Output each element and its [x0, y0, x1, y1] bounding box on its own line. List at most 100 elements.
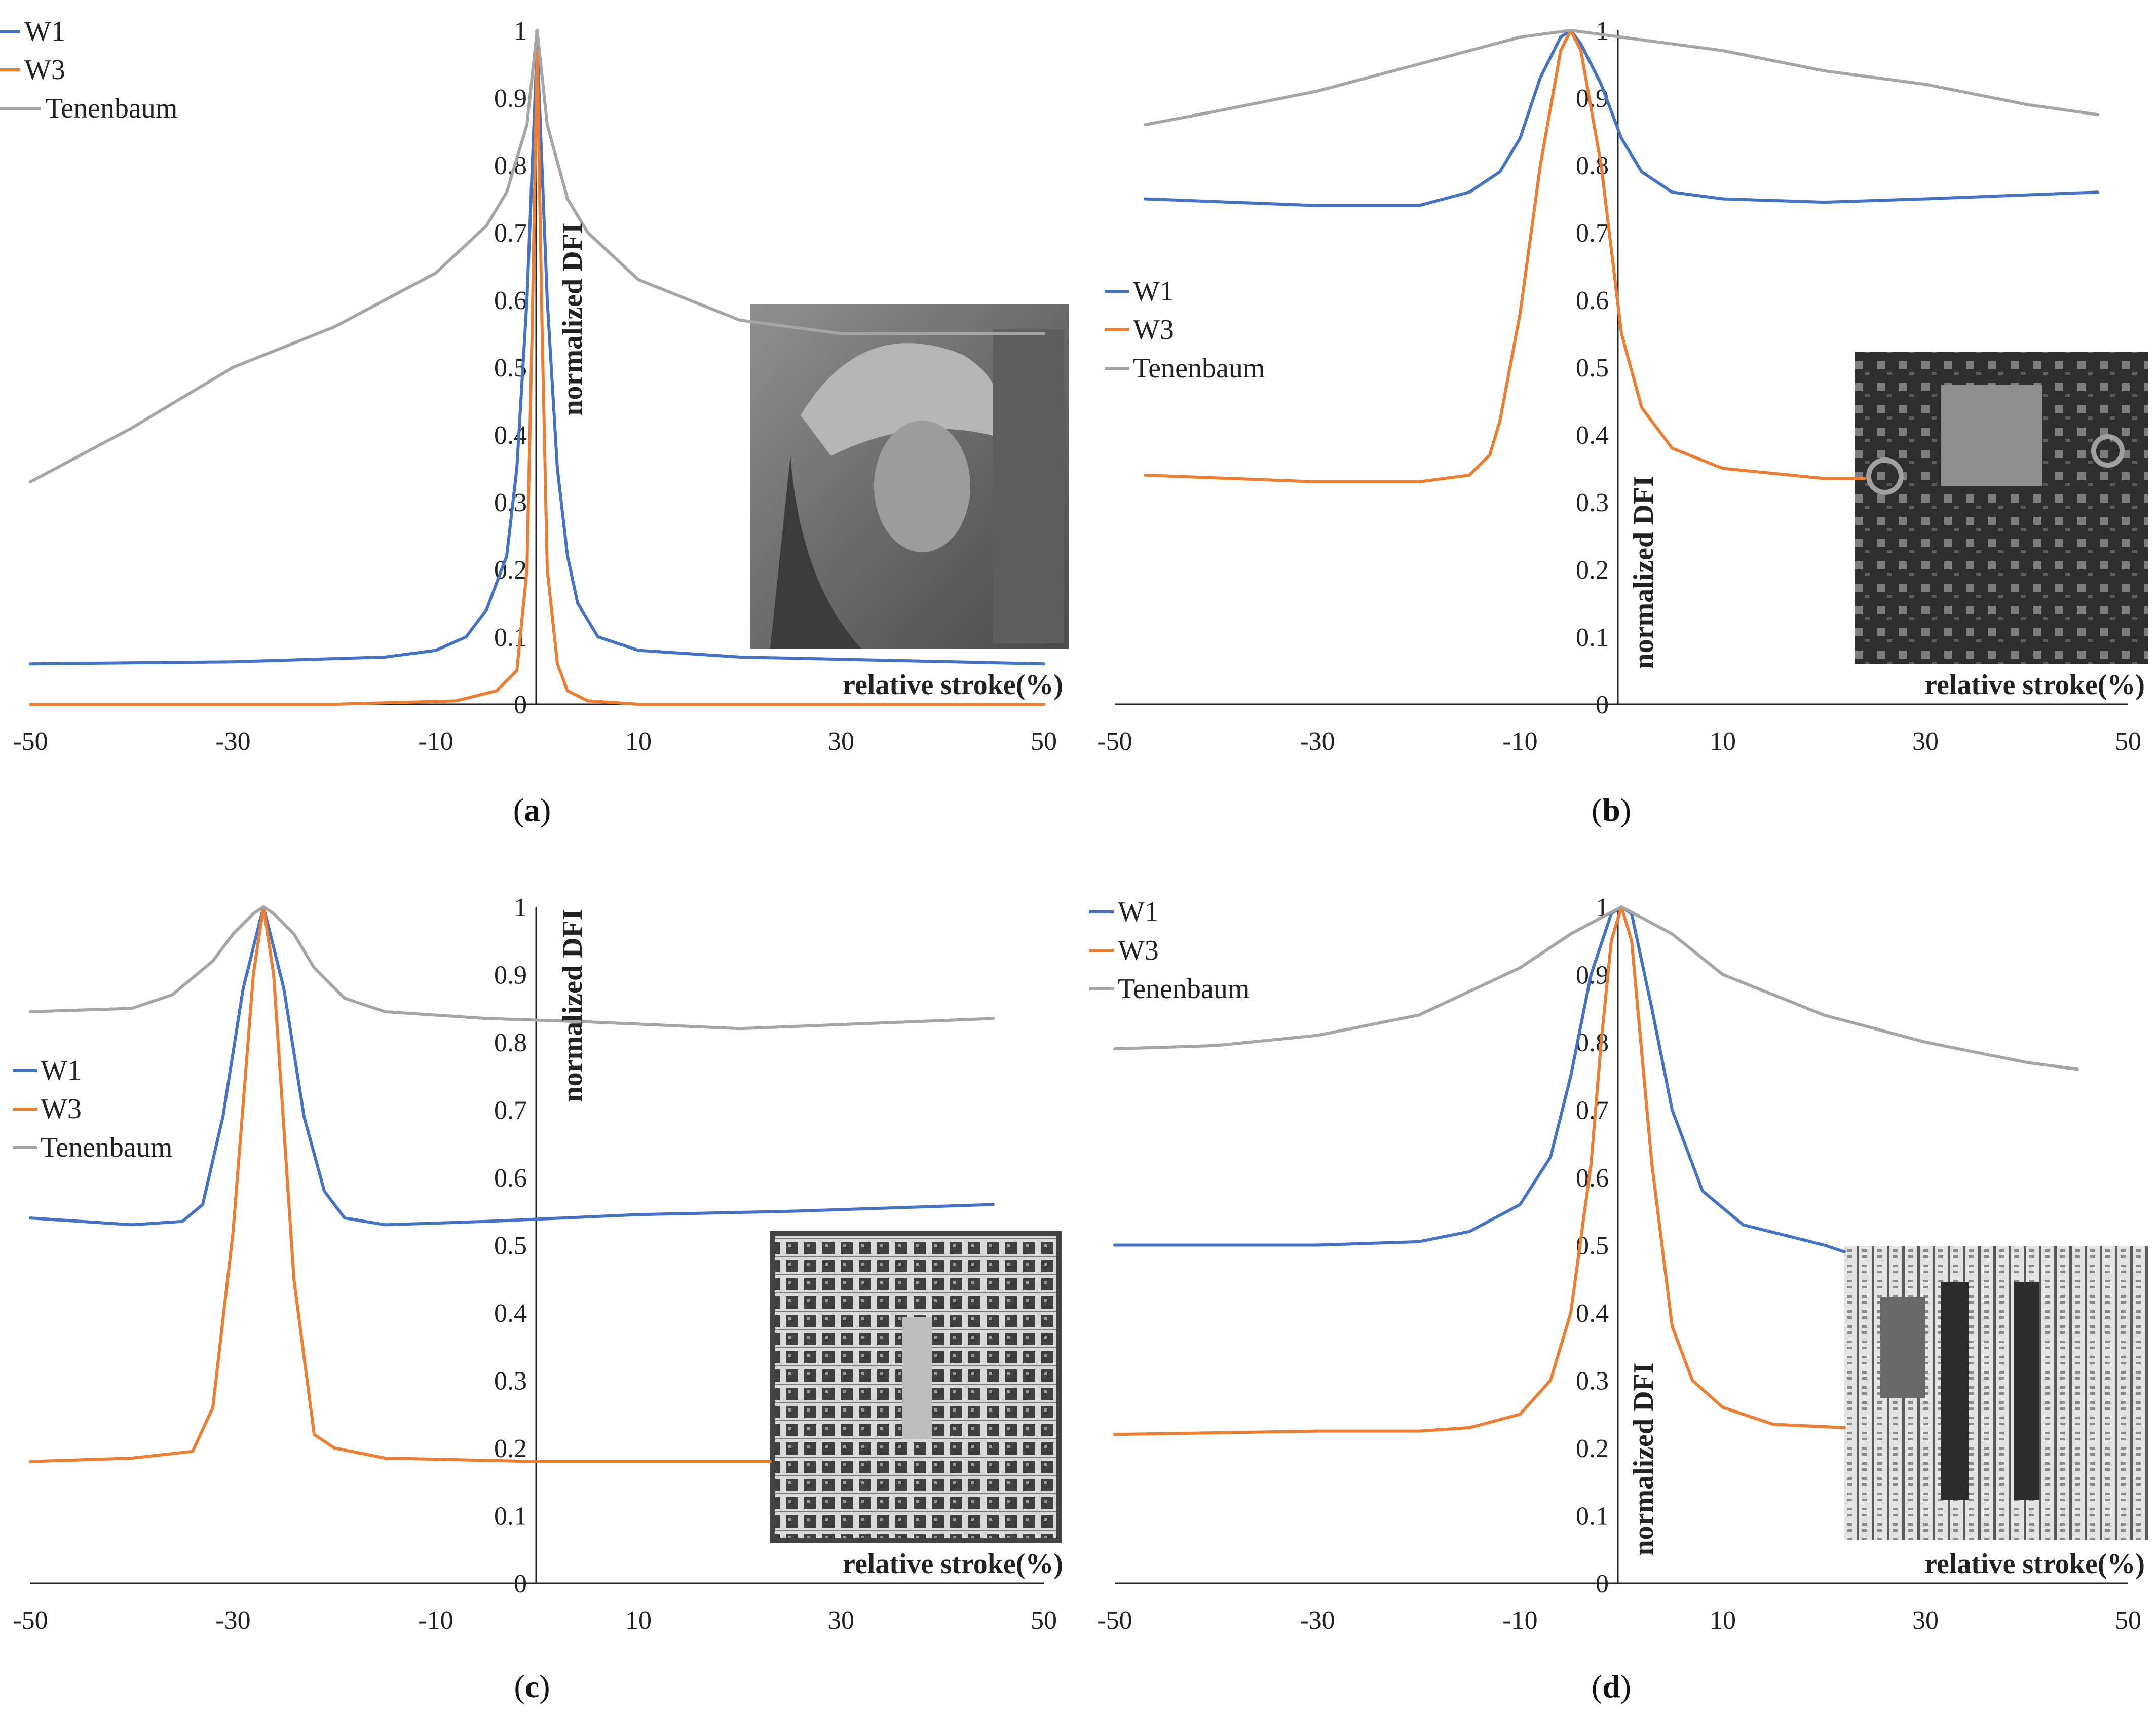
- x-axis-title: relative stroke(%): [1924, 669, 2145, 701]
- series-lines: [29, 29, 1045, 706]
- x-tick-label: 30: [828, 1606, 854, 1635]
- caption-letter: d: [1602, 1668, 1620, 1704]
- x-tick-label: -30: [215, 1606, 250, 1635]
- x-tick-label: -10: [418, 727, 453, 756]
- series-line-tenenbaum: [1113, 905, 2079, 1071]
- y-axis-title: normalized DFI: [557, 222, 588, 415]
- y-tick-label: 0.1: [1576, 623, 1609, 652]
- y-tick-label: 0.7: [494, 219, 527, 248]
- y-tick-labels: 00.10.20.30.40.50.60.70.80.91: [494, 893, 527, 1598]
- x-tick-label: -30: [1300, 1606, 1335, 1635]
- legend: W1 W3 Tenenbaum: [0, 16, 177, 124]
- x-tick-labels: -50 -30 -10 10 30 50: [1097, 727, 2141, 756]
- x-tick-label: 50: [1031, 1606, 1057, 1635]
- x-axis-title: relative stroke(%): [843, 1548, 1063, 1580]
- y-tick-label: 0.6: [494, 1164, 527, 1193]
- series-line-w3: [1113, 905, 1846, 1436]
- panel-b: 00.10.20.30.40.50.60.70.80.91 -50 -30 -10 1…: [1097, 17, 2148, 828]
- y-tick-label: 0.9: [494, 84, 527, 113]
- y-tick-label: 1: [514, 17, 527, 46]
- series-line-tenenbaum: [1144, 29, 2099, 127]
- y-tick-label: 0.4: [1576, 421, 1609, 450]
- y-tick-label: 0.5: [494, 1232, 527, 1261]
- legend-label-w3: W3: [1118, 935, 1159, 966]
- series-lines: [1144, 29, 2099, 484]
- legend-label-w1: W1: [1133, 276, 1174, 307]
- x-tick-label: -10: [1502, 1606, 1537, 1635]
- caption-letter: b: [1602, 792, 1620, 828]
- y-tick-label: 0.7: [1576, 219, 1609, 248]
- legend-label-w1: W1: [41, 1055, 82, 1086]
- x-tick-label: -30: [1300, 727, 1335, 756]
- caption-c: (c): [514, 1668, 550, 1704]
- y-tick-label: 0: [1596, 1570, 1609, 1598]
- y-tick-label: 0.2: [494, 556, 527, 585]
- legend-label-tenenbaum: Tenenbaum: [1133, 353, 1265, 384]
- legend-label-w3: W3: [1133, 314, 1174, 346]
- caption-letter: c: [525, 1668, 539, 1704]
- series-lines: [29, 905, 995, 1463]
- x-tick-label: -30: [215, 727, 250, 756]
- x-tick-labels: -50 -30 -10 10 30 50: [13, 727, 1057, 756]
- series-lines: [1113, 905, 2079, 1436]
- caption-letter: a: [524, 792, 540, 828]
- y-tick-label: 0.9: [494, 961, 527, 990]
- x-tick-label: -10: [1502, 727, 1537, 756]
- legend: W1 W3 Tenenbaum: [1089, 896, 1250, 1005]
- x-tick-label: -50: [1097, 727, 1132, 756]
- y-tick-label: 0.3: [494, 1367, 527, 1396]
- legend-label-w1: W1: [24, 16, 65, 47]
- y-tick-label: 0.3: [1576, 488, 1609, 517]
- y-tick-label: 1: [514, 893, 527, 922]
- series-line-w1: [1113, 905, 1846, 1253]
- y-tick-label: 0.1: [1576, 1502, 1609, 1531]
- legend-label-tenenbaum: Tenenbaum: [41, 1132, 172, 1163]
- x-tick-label: -50: [13, 1606, 48, 1635]
- panel-c: 0 0.1 0.2 0.3 0.4 0.5 0.6 0.7 0.8 0.9 1 -50 -30 -10 1…: [13, 893, 1063, 1704]
- legend: W1 W3 Tenenbaum: [13, 1055, 172, 1163]
- panel-a: 00.10.20.30.40.50.60.70.80.91 -50 -30 -10 1…: [0, 16, 1069, 828]
- y-tick-label: 0.1: [494, 1502, 527, 1531]
- caption-d: (d): [1592, 1668, 1631, 1704]
- y-tick-label: 0.4: [494, 1299, 527, 1328]
- y-tick-label: 0.4: [494, 421, 527, 450]
- series-line-tenenbaum: [29, 905, 995, 1031]
- y-tick-label: 0.7: [494, 1096, 527, 1125]
- y-tick-label: 0: [514, 691, 527, 719]
- y-axis-title: normalized DFI: [1628, 476, 1659, 669]
- series-line-w1: [1144, 29, 2099, 207]
- series-line-w3: [29, 905, 772, 1463]
- legend: W1 W3 Tenenbaum: [1105, 276, 1265, 384]
- legend-label-w3: W3: [41, 1093, 82, 1125]
- y-tick-label: 0.8: [494, 1028, 527, 1057]
- y-tick-label: 0.7: [1576, 1096, 1609, 1125]
- x-tick-labels: -50 -30 -10 10 30 50: [13, 1606, 1057, 1635]
- series-line-w1: [29, 905, 995, 1227]
- x-axis-title: relative stroke(%): [1924, 1548, 2145, 1580]
- y-tick-labels: 00.10.20.30.40.50.60.70.80.91: [1576, 17, 1609, 719]
- series-line-tenenbaum: [29, 29, 1045, 484]
- x-tick-label: 50: [1031, 727, 1057, 756]
- x-tick-label: -10: [418, 1606, 453, 1635]
- legend-label-w3: W3: [24, 54, 65, 86]
- x-tick-label: 30: [1912, 727, 1939, 756]
- x-tick-label: -50: [1097, 1606, 1132, 1635]
- legend-label-tenenbaum: Tenenbaum: [1118, 973, 1250, 1005]
- inset-image: [750, 304, 1069, 649]
- x-tick-label: -50: [13, 727, 48, 756]
- legend-label-tenenbaum: Tenenbaum: [46, 93, 177, 124]
- y-tick-label: 0: [1596, 691, 1609, 719]
- x-tick-label: 10: [1710, 727, 1736, 756]
- x-axis-title: relative stroke(%): [843, 669, 1063, 701]
- y-tick-label: 0.2: [1576, 556, 1609, 585]
- y-tick-label: 0.6: [494, 286, 527, 315]
- legend-label-w1: W1: [1118, 896, 1159, 928]
- series-line-w3: [1144, 29, 1866, 484]
- y-tick-label: 0.5: [1576, 354, 1609, 383]
- y-tick-label: 0.6: [1576, 1164, 1609, 1193]
- x-tick-label: 10: [1710, 1606, 1736, 1635]
- y-tick-label: 0.2: [1576, 1434, 1609, 1463]
- x-tick-label: 50: [2115, 727, 2141, 756]
- y-tick-label: 0.6: [1576, 286, 1609, 315]
